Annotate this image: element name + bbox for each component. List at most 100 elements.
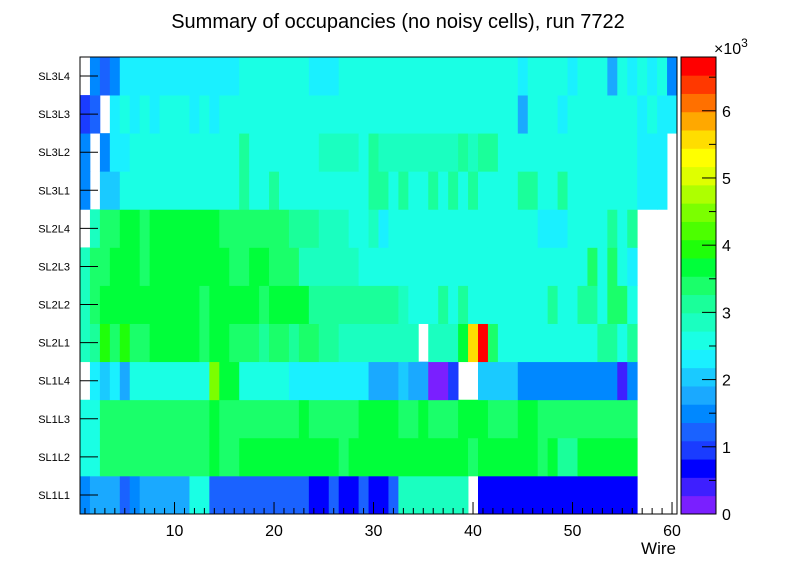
heatmap-cell-sl1l4 <box>428 361 449 401</box>
heatmap-cell-sl3l4 <box>109 57 121 96</box>
heatmap-cell-sl2l2 <box>438 285 449 324</box>
axes: 10 20 30 40 50 60 SL1L1 SL1L2 SL1L3 SL1L4 SL2L1 SL2… <box>38 71 681 540</box>
heatmap-cell-sl1l3 <box>517 399 539 439</box>
heatmap-cell-sl3l3 <box>109 95 121 134</box>
heatmap-cell-sl1l4 <box>159 361 210 401</box>
heatmap-cell-sl1l1 <box>328 475 340 515</box>
heatmap-cell-sl2l2 <box>458 285 469 324</box>
color-scale-segment <box>681 111 716 131</box>
heatmap-cell-sl3l2 <box>129 133 240 172</box>
heatmap-cell-sl1l1 <box>398 475 469 515</box>
heatmap-cell-sl3l1 <box>448 171 459 210</box>
heatmap-cells <box>80 57 678 515</box>
plot-frame <box>79 56 678 515</box>
heatmap-cell-sl3l4 <box>667 57 678 96</box>
heatmap-cell-sl3l1 <box>468 171 479 210</box>
heatmap-cell-sl2l2 <box>308 285 330 324</box>
heatmap-cell-sl3l2 <box>478 133 499 172</box>
heatmap-cell-sl3l2 <box>497 133 638 172</box>
heatmap-cell-sl2l3 <box>109 247 141 286</box>
heatmap-cell-sl2l1 <box>617 323 628 363</box>
color-scale-segment <box>681 166 716 186</box>
heatmap-cell-sl1l4 <box>219 361 240 401</box>
heatmap-cell-sl3l4 <box>647 57 658 96</box>
heatmap-cell-sl3l1 <box>637 171 658 210</box>
heatmap-cell-sl2l2 <box>597 285 608 324</box>
heatmap-cell-sl2l1 <box>269 323 290 363</box>
heatmap-cell-sl3l4 <box>119 57 240 96</box>
heatmap-cell-sl2l1 <box>597 323 618 363</box>
heatmap-cell-sl2l3 <box>617 247 628 286</box>
heatmap-cell-sl2l3 <box>408 247 529 286</box>
heatmap-cell-sl1l2 <box>239 437 340 477</box>
heatmap-cell-sl2l1 <box>119 323 131 363</box>
heatmap-cell-sl3l1 <box>119 171 240 210</box>
y-tick-label-sl3l4: SL3L4 <box>38 71 70 83</box>
chart-title: Summary of occupancies (no noisy cells),… <box>171 11 625 33</box>
heatmap-cell-sl3l3 <box>647 95 658 134</box>
heatmap-cell-sl3l1 <box>458 171 469 210</box>
heatmap-cell-sl3l4 <box>657 57 668 96</box>
heatmap-cell-sl3l1 <box>398 171 409 210</box>
exponent-power: 3 <box>741 36 748 50</box>
heatmap-cell-sl2l4 <box>139 209 151 248</box>
color-scale-frame <box>680 56 717 515</box>
color-scale-tick-label: 1 <box>722 440 731 457</box>
heatmap-cell-sl1l4 <box>288 361 369 401</box>
heatmap-cell-sl2l3 <box>149 247 230 286</box>
heatmap-cell-sl2l2 <box>547 285 558 324</box>
heatmap-cell-sl3l1 <box>537 171 558 210</box>
heatmap-cell-sl3l4 <box>338 57 389 96</box>
heatmap-cell-sl3l3 <box>209 95 220 134</box>
color-scale-segment <box>681 93 716 113</box>
color-scale-tick-label: 6 <box>722 104 731 121</box>
heatmap-cell-sl1l2 <box>209 437 220 477</box>
heatmap-cell-sl3l3 <box>388 95 519 134</box>
heatmap-cell-sl3l1 <box>478 171 519 210</box>
heatmap-cell-sl2l3 <box>607 247 618 286</box>
heatmap-cell-sl2l4 <box>537 209 568 248</box>
heatmap-cell-sl3l4 <box>517 57 529 96</box>
heatmap-cell-sl2l3 <box>249 247 270 286</box>
heatmap-cell-sl1l2 <box>547 437 558 477</box>
heatmap-cell-sl2l1 <box>109 323 121 363</box>
heatmap-cell-sl2l2 <box>557 285 578 324</box>
heatmap-cell-sl1l1 <box>129 475 141 515</box>
heatmap-cell-sl3l1 <box>428 171 439 210</box>
heatmap-cell-sl2l1 <box>318 323 340 363</box>
color-scale-exponent: ×103 <box>714 36 748 58</box>
y-tick-label-sl3l2: SL3L2 <box>38 147 70 159</box>
x-tick-label: 60 <box>663 523 681 540</box>
heatmap-cell-sl1l1 <box>478 475 638 515</box>
heatmap-cell-sl1l4 <box>99 361 111 401</box>
heatmap-cell-sl1l4 <box>617 361 628 401</box>
heatmap-cell-sl3l2 <box>458 133 469 172</box>
heatmap-cell-sl3l4 <box>567 57 578 96</box>
heatmap-cell-sl3l1 <box>368 171 389 210</box>
color-scale-segment <box>681 57 716 76</box>
color-scale-tick-label: 0 <box>722 507 731 524</box>
heatmap-cell-sl1l3 <box>398 399 419 439</box>
heatmap-cell-sl2l4 <box>487 209 539 248</box>
color-scale-segment <box>681 459 716 478</box>
heatmap-cell-sl1l2 <box>348 437 469 477</box>
color-scale-segment <box>681 349 716 369</box>
heatmap-cell-sl3l3 <box>199 95 210 134</box>
heatmap-cell-sl1l1 <box>209 475 310 515</box>
heatmap-cell-sl1l3 <box>428 399 459 439</box>
heatmap-cell-sl2l2 <box>468 285 489 324</box>
y-tick-label-sl2l4: SL2L4 <box>38 223 70 235</box>
heatmap-cell-sl3l1 <box>249 171 270 210</box>
heatmap-cell-sl2l1 <box>428 323 459 363</box>
heatmap-cell-sl2l4 <box>119 209 141 248</box>
y-tick-label-sl1l4: SL1L4 <box>38 376 70 388</box>
heatmap-cell-sl3l3 <box>517 95 529 134</box>
color-scale-tick-label: 2 <box>722 373 731 390</box>
heatmap-cell-sl3l1 <box>388 171 399 210</box>
heatmap-cell-sl2l2 <box>199 285 210 324</box>
heatmap-cell-sl1l3 <box>358 399 399 439</box>
heatmap-cell-sl1l1 <box>368 475 389 515</box>
heatmap-cell-sl3l1 <box>408 171 429 210</box>
